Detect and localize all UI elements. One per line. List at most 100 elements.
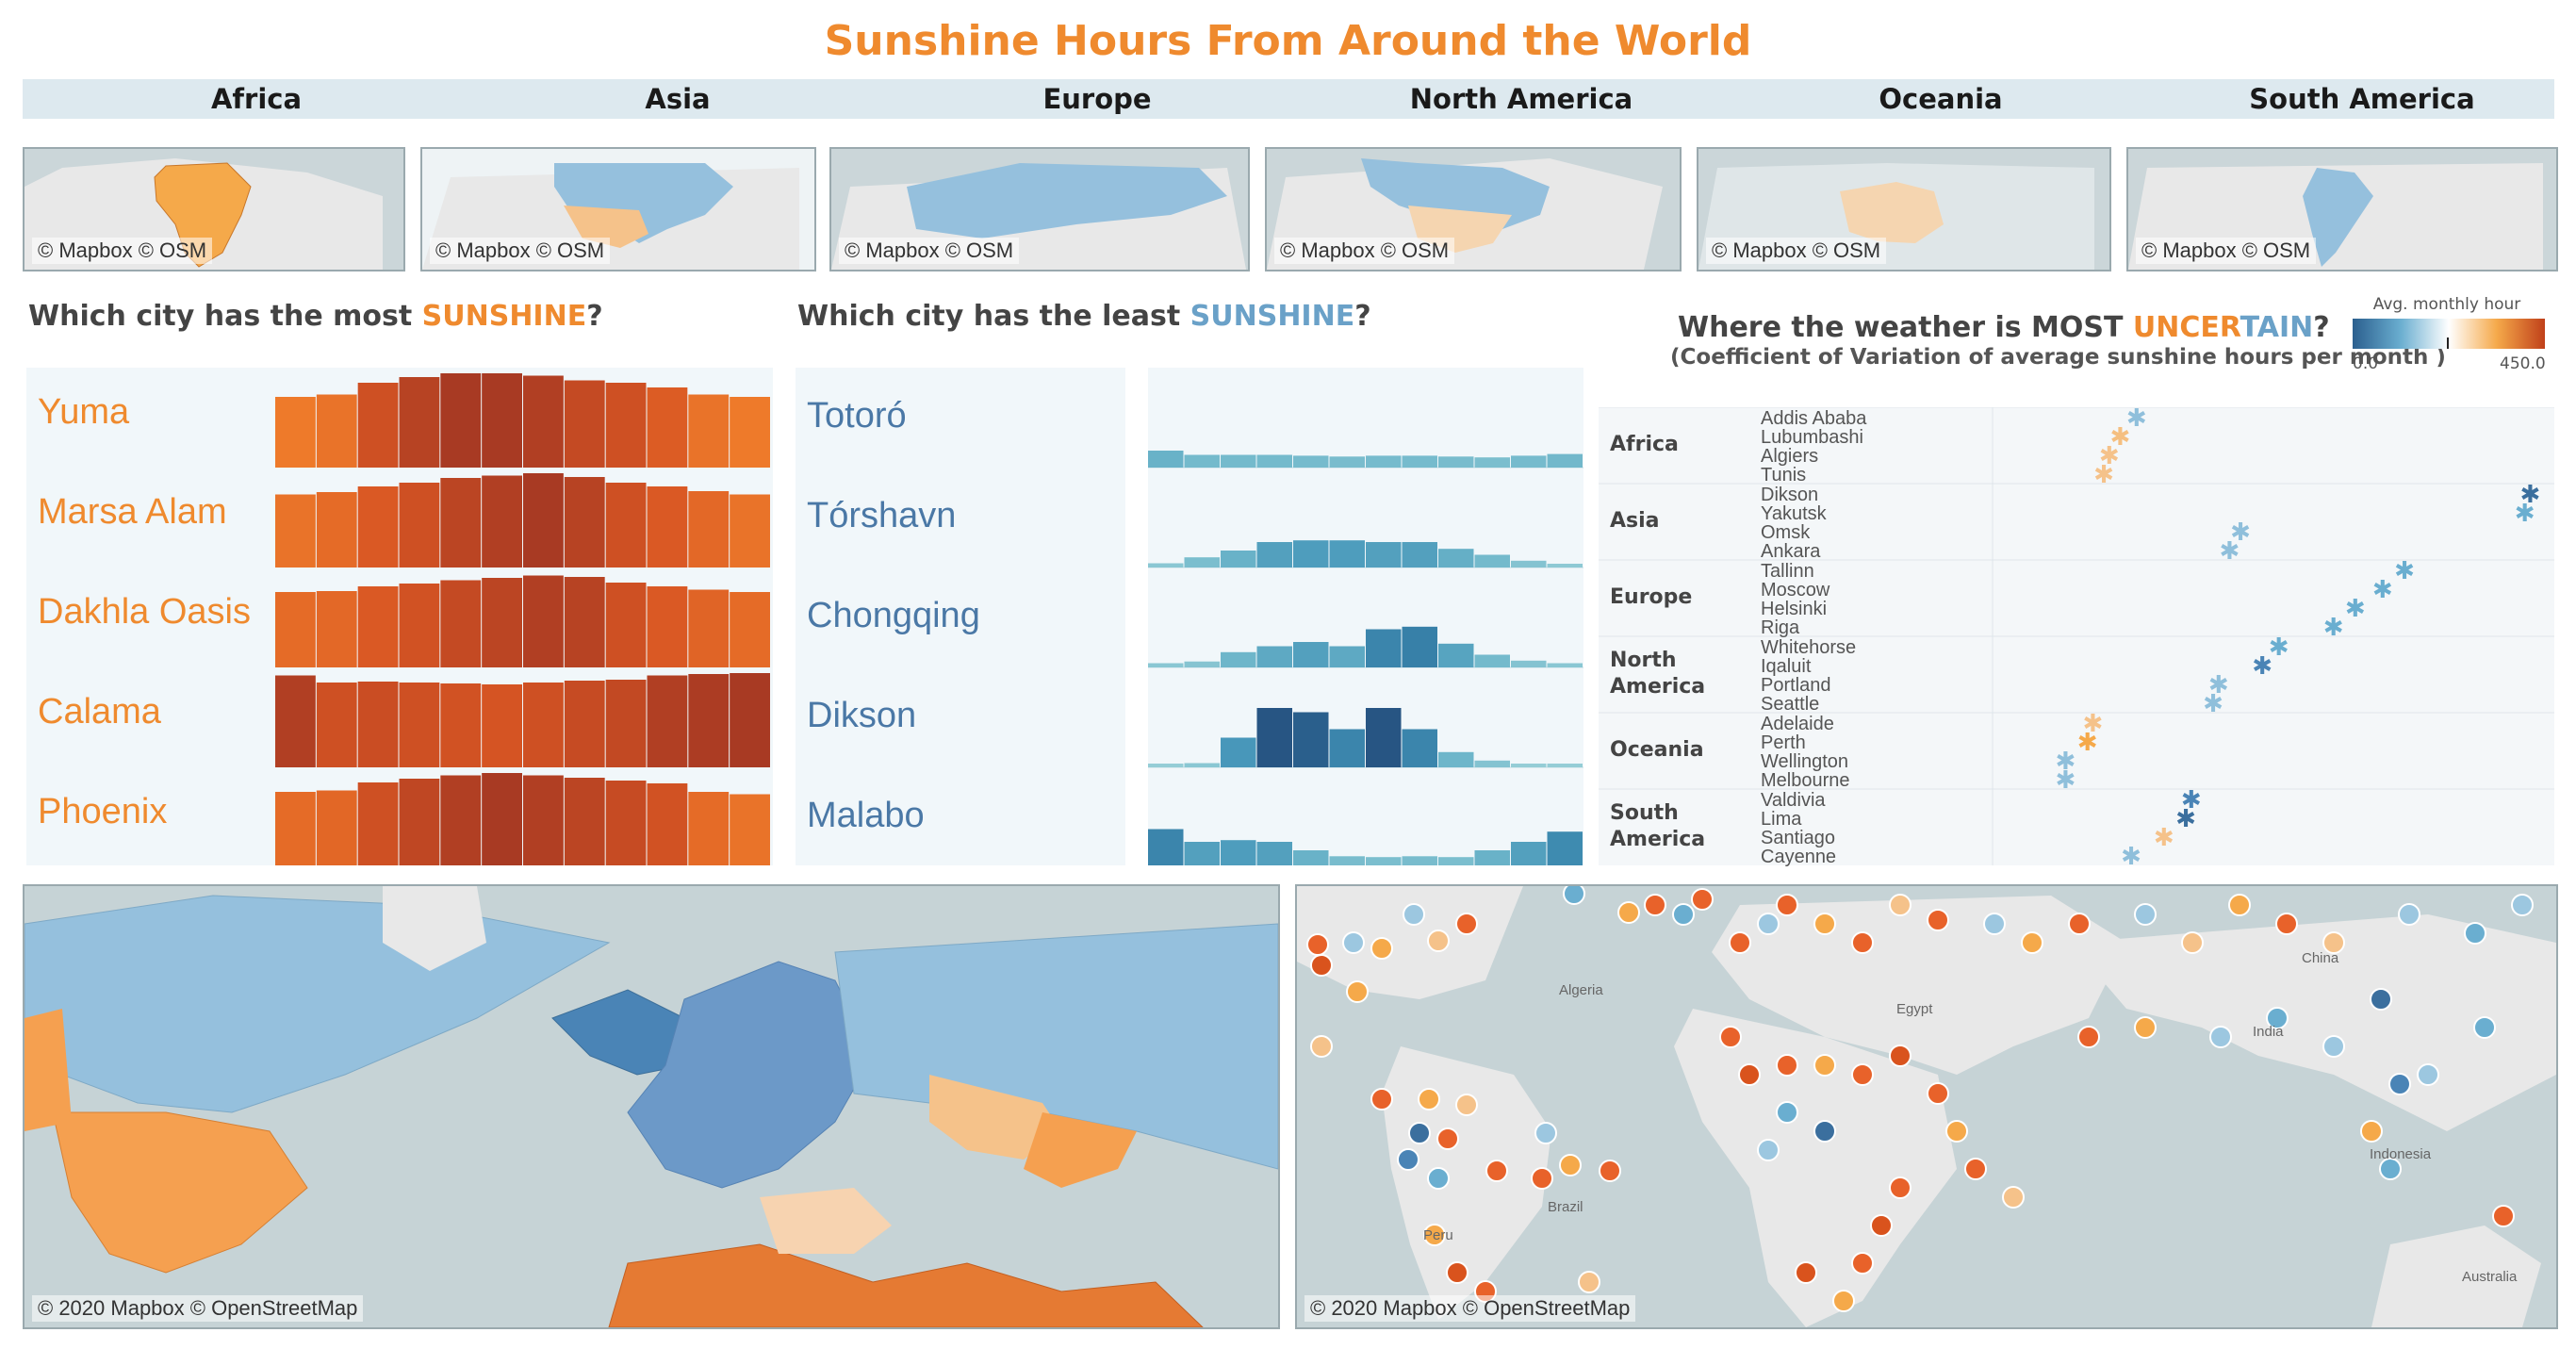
- city-dot[interactable]: [1485, 1160, 1508, 1182]
- city-dot[interactable]: [1403, 903, 1425, 926]
- city-dot[interactable]: [2002, 1186, 2025, 1209]
- tab-africa[interactable]: Africa: [210, 83, 303, 115]
- city-dot[interactable]: [1370, 937, 1393, 960]
- city-dot[interactable]: [1889, 894, 1911, 916]
- tab-north-america[interactable]: North America: [1409, 83, 1633, 115]
- city-dot[interactable]: [2360, 1120, 2383, 1143]
- city-dot[interactable]: [1776, 1054, 1798, 1077]
- city-dot[interactable]: [1397, 1148, 1419, 1171]
- city-dot[interactable]: [2134, 903, 2157, 926]
- city-dot[interactable]: [1813, 913, 1836, 935]
- tab-oceania[interactable]: Oceania: [1879, 83, 2003, 115]
- thumb-map-south-america[interactable]: © Mapbox © OSM: [2126, 147, 2558, 271]
- city-dot[interactable]: [1757, 913, 1780, 935]
- city-dot[interactable]: [1851, 931, 1874, 954]
- city-dot[interactable]: [1889, 1176, 1911, 1199]
- choropleth-map[interactable]: © 2020 Mapbox © OpenStreetMap: [23, 884, 1280, 1329]
- city-dot[interactable]: [1776, 1101, 1798, 1124]
- city-dot[interactable]: [2209, 1026, 2232, 1048]
- city-dot[interactable]: [1423, 1224, 1446, 1246]
- city-dot[interactable]: [1927, 909, 1949, 931]
- city-dot[interactable]: [1672, 903, 1695, 926]
- city-dot[interactable]: [1964, 1158, 1987, 1180]
- city-dot[interactable]: [2068, 913, 2091, 935]
- city-dot[interactable]: [2228, 894, 2251, 916]
- most-sunshine-bar: [399, 584, 440, 667]
- city-dot[interactable]: [1813, 1054, 1836, 1077]
- city-dot[interactable]: [1889, 1045, 1911, 1067]
- city-dot[interactable]: [2077, 1026, 2100, 1048]
- city-dot[interactable]: [2322, 931, 2345, 954]
- city-dot[interactable]: [1531, 1167, 1553, 1190]
- city-dot[interactable]: [1578, 1271, 1600, 1293]
- city-dot[interactable]: [1795, 1261, 1817, 1284]
- city-dot[interactable]: [1408, 1122, 1431, 1144]
- least-sunshine-bar: [1511, 455, 1547, 468]
- city-dot[interactable]: [1813, 1120, 1836, 1143]
- city-dot[interactable]: [1832, 1290, 1855, 1312]
- city-dot[interactable]: [2492, 1205, 2515, 1227]
- city-dot[interactable]: [2021, 931, 2043, 954]
- city-dot[interactable]: [1870, 1214, 1893, 1237]
- city-dot[interactable]: [2134, 1016, 2157, 1039]
- city-dot[interactable]: [1310, 1035, 1333, 1058]
- city-dot[interactable]: [1436, 1127, 1459, 1150]
- city-dot[interactable]: [1691, 888, 1714, 911]
- city-dot[interactable]: [2417, 1063, 2439, 1086]
- city-dot[interactable]: [1427, 929, 1450, 952]
- most-sunshine-bar: [688, 674, 730, 767]
- city-dot[interactable]: [1945, 1120, 1968, 1143]
- city-dot[interactable]: [1427, 1167, 1450, 1190]
- city-dot[interactable]: [2511, 894, 2534, 916]
- most-sunshine-bar: [564, 380, 605, 468]
- city-dot[interactable]: [1342, 931, 1365, 954]
- city-dot[interactable]: [1563, 886, 1585, 905]
- city-dot[interactable]: [2181, 931, 2204, 954]
- city-dot[interactable]: [2464, 922, 2486, 945]
- city-dot[interactable]: [1418, 1088, 1440, 1110]
- city-dot[interactable]: [2322, 1035, 2345, 1058]
- city-dot[interactable]: [1446, 1261, 1468, 1284]
- city-dot[interactable]: [1729, 931, 1751, 954]
- city-dot[interactable]: [1719, 1026, 1742, 1048]
- city-dot[interactable]: [1346, 980, 1369, 1003]
- city-dot[interactable]: [1983, 913, 2006, 935]
- thumb-map-europe[interactable]: © Mapbox © OSM: [829, 147, 1250, 271]
- city-dot[interactable]: [1644, 894, 1666, 916]
- city-dot[interactable]: [1599, 1160, 1621, 1182]
- city-dot[interactable]: [1306, 933, 1329, 956]
- tab-south-america[interactable]: South America: [2249, 83, 2475, 115]
- most-sunshine-bar: [688, 491, 730, 568]
- city-dot[interactable]: [1851, 1252, 1874, 1275]
- city-dot[interactable]: [1310, 954, 1333, 977]
- city-dot[interactable]: [2398, 903, 2420, 926]
- city-dot[interactable]: [2266, 1007, 2289, 1029]
- city-dot[interactable]: [1851, 1063, 1874, 1086]
- city-dot[interactable]: [1927, 1082, 1949, 1105]
- tab-asia[interactable]: Asia: [645, 83, 711, 115]
- tab-europe[interactable]: Europe: [1042, 83, 1152, 115]
- thumb-map-africa[interactable]: © Mapbox © OSM: [23, 147, 405, 271]
- city-dot[interactable]: [1455, 1094, 1478, 1116]
- city-dot-map[interactable]: Algeria Egypt India China Indonesia Aust…: [1295, 884, 2558, 1329]
- uncertain-dot: ✱: [2121, 843, 2141, 865]
- city-dot[interactable]: [1370, 1088, 1393, 1110]
- city-dot[interactable]: [1776, 894, 1798, 916]
- city-dot[interactable]: [2379, 1158, 2402, 1180]
- city-dot[interactable]: [2370, 988, 2392, 1011]
- city-dot[interactable]: [2388, 1073, 2411, 1095]
- uncertain-city-name: Riga: [1761, 617, 1800, 638]
- city-dot[interactable]: [1455, 913, 1478, 935]
- city-dot[interactable]: [1757, 1139, 1780, 1161]
- most-sunshine-bar: [482, 578, 522, 667]
- city-dot[interactable]: [2275, 913, 2298, 935]
- map-label-indonesia: Indonesia: [2370, 1146, 2432, 1162]
- city-dot[interactable]: [1617, 901, 1640, 924]
- thumb-map-asia[interactable]: © Mapbox © OSM: [420, 147, 816, 271]
- city-dot[interactable]: [1559, 1154, 1582, 1176]
- city-dot[interactable]: [2473, 1016, 2496, 1039]
- thumb-map-oceania[interactable]: © Mapbox © OSM: [1697, 147, 2111, 271]
- thumb-map-north-america[interactable]: © Mapbox © OSM: [1265, 147, 1682, 271]
- city-dot[interactable]: [1738, 1063, 1761, 1086]
- city-dot[interactable]: [1534, 1122, 1557, 1144]
